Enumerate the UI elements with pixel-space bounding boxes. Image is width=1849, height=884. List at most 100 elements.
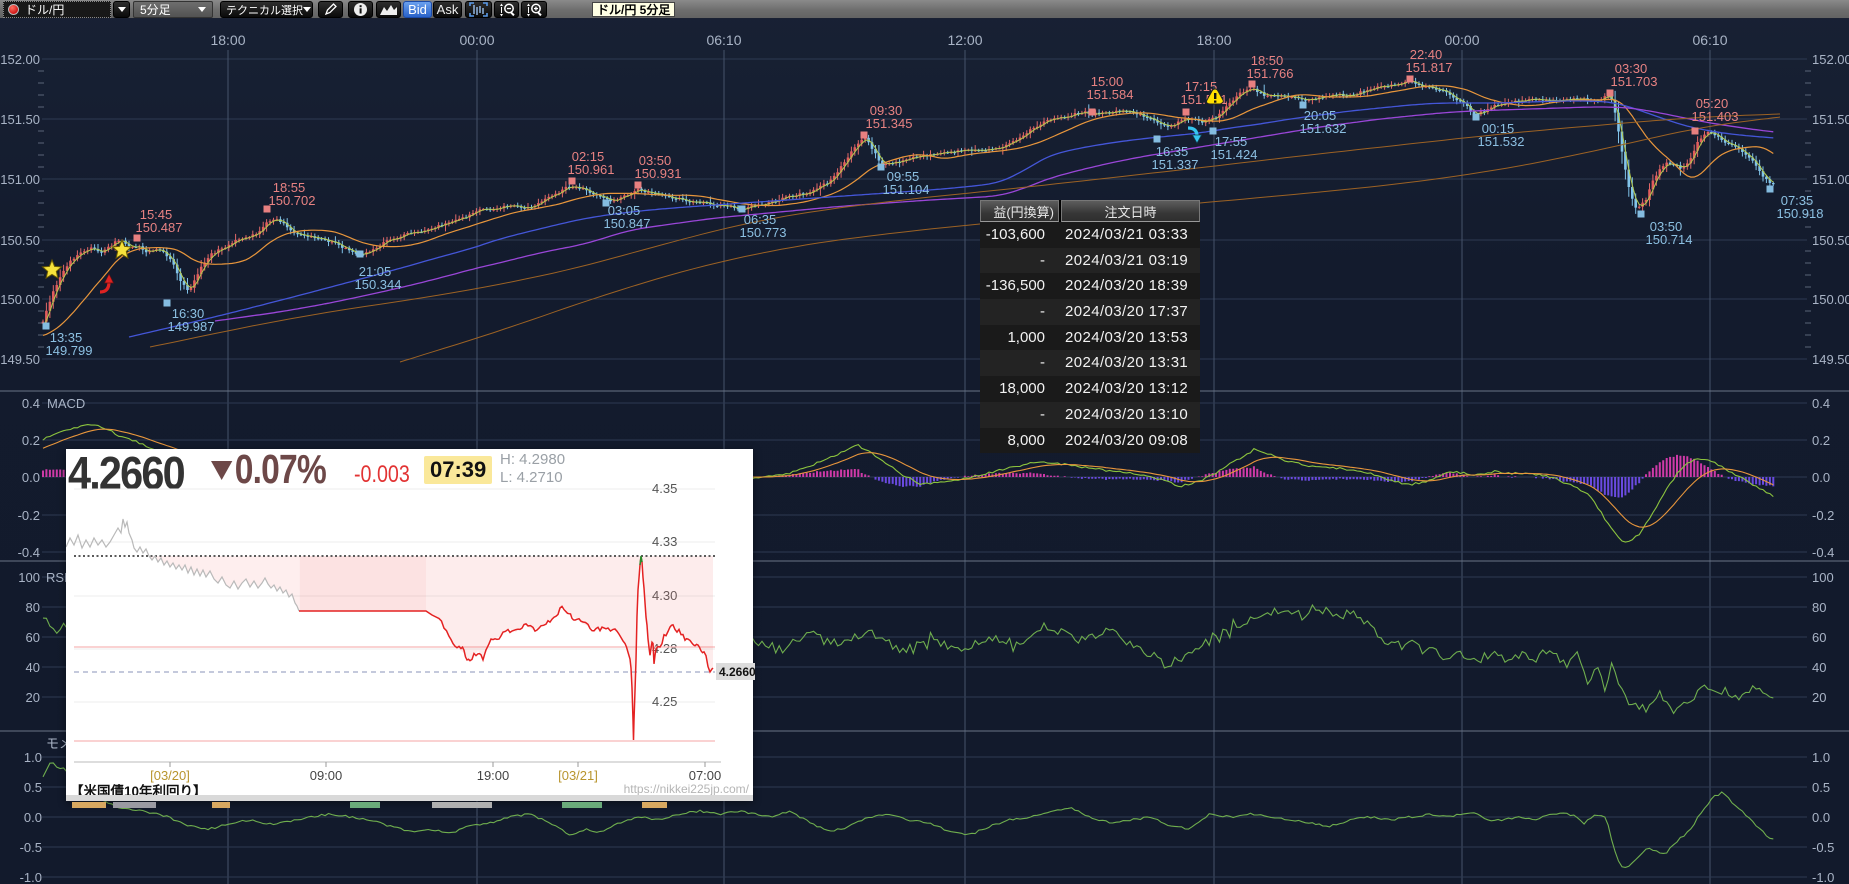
svg-text:-1.0: -1.0 <box>20 870 42 884</box>
svg-text:09:55: 09:55 <box>887 169 920 184</box>
svg-text:0.0: 0.0 <box>24 810 42 825</box>
svg-text:4.25: 4.25 <box>652 694 677 709</box>
svg-text:152.00: 152.00 <box>0 52 40 67</box>
svg-text:151.632: 151.632 <box>1300 121 1347 136</box>
svg-text:-0.2: -0.2 <box>1812 508 1834 523</box>
svg-text:06:10: 06:10 <box>706 32 741 48</box>
svg-text:1.0: 1.0 <box>1812 750 1830 765</box>
svg-text:16:35: 16:35 <box>1156 144 1189 159</box>
svg-text:150.847: 150.847 <box>604 216 651 231</box>
svg-text:80: 80 <box>26 600 40 615</box>
svg-text:151.703: 151.703 <box>1611 74 1658 89</box>
svg-text:151.403: 151.403 <box>1692 109 1739 124</box>
svg-text:00:15: 00:15 <box>1482 121 1515 136</box>
svg-text:150.50: 150.50 <box>1812 233 1849 248</box>
svg-text:05:20: 05:20 <box>1696 96 1729 111</box>
svg-text:16:30: 16:30 <box>172 306 205 321</box>
svg-text:150.931: 150.931 <box>635 166 682 181</box>
svg-text:150.961: 150.961 <box>568 162 615 177</box>
svg-text:152.00: 152.00 <box>1812 52 1849 67</box>
svg-text:150.918: 150.918 <box>1777 206 1824 221</box>
svg-text:02:15: 02:15 <box>572 149 605 164</box>
svg-text:03:30: 03:30 <box>1615 61 1648 76</box>
svg-text:151.584: 151.584 <box>1087 87 1134 102</box>
svg-text:149.799: 149.799 <box>46 343 93 358</box>
svg-text:13:35: 13:35 <box>50 330 83 345</box>
svg-text:15:45: 15:45 <box>140 207 173 222</box>
svg-text:18:00: 18:00 <box>1196 32 1231 48</box>
svg-text:00:00: 00:00 <box>459 32 494 48</box>
svg-text:22:40: 22:40 <box>1410 47 1443 62</box>
svg-text:07:00: 07:00 <box>689 768 722 783</box>
svg-text:18:55: 18:55 <box>273 180 306 195</box>
svg-text:0.4: 0.4 <box>1812 396 1830 411</box>
svg-text:150.487: 150.487 <box>136 220 183 235</box>
svg-text:-0.5: -0.5 <box>1812 840 1834 855</box>
svg-text:150.344: 150.344 <box>355 277 402 292</box>
svg-text:-0.5: -0.5 <box>20 840 42 855</box>
svg-text:-1.0: -1.0 <box>1812 870 1834 884</box>
svg-text:150.50: 150.50 <box>0 233 40 248</box>
svg-text:4.33: 4.33 <box>652 534 677 549</box>
svg-text:150.773: 150.773 <box>740 225 787 240</box>
svg-text:MACD: MACD <box>47 396 85 411</box>
svg-text:100: 100 <box>18 570 40 585</box>
svg-text:149.987: 149.987 <box>168 319 215 334</box>
svg-text:151.00: 151.00 <box>1812 172 1849 187</box>
svg-text:40: 40 <box>26 660 40 675</box>
svg-text:60: 60 <box>26 630 40 645</box>
svg-text:151.817: 151.817 <box>1406 60 1453 75</box>
svg-text:4.35: 4.35 <box>652 481 677 496</box>
svg-text:18:00: 18:00 <box>210 32 245 48</box>
svg-text:19:00: 19:00 <box>477 768 510 783</box>
svg-text:0.5: 0.5 <box>24 780 42 795</box>
svg-text:151.104: 151.104 <box>883 182 930 197</box>
svg-text:150.702: 150.702 <box>269 193 316 208</box>
svg-text:4.2660: 4.2660 <box>719 665 755 679</box>
svg-text:150.00: 150.00 <box>0 292 40 307</box>
svg-text:151.50: 151.50 <box>1812 112 1849 127</box>
svg-text:149.50: 149.50 <box>1812 352 1849 367</box>
svg-text:0.2: 0.2 <box>22 433 40 448</box>
svg-text:21:05: 21:05 <box>359 264 392 279</box>
svg-text:151.00: 151.00 <box>0 172 40 187</box>
svg-text:-0.2: -0.2 <box>18 508 40 523</box>
svg-text:03:50: 03:50 <box>1650 219 1683 234</box>
svg-text:60: 60 <box>1812 630 1826 645</box>
svg-text:0.2: 0.2 <box>1812 433 1830 448</box>
svg-text:4.28: 4.28 <box>652 641 677 656</box>
svg-text:151.424: 151.424 <box>1211 147 1258 162</box>
svg-text:[03/21]: [03/21] <box>558 768 598 783</box>
svg-text:151.345: 151.345 <box>866 116 913 131</box>
svg-text:-0.4: -0.4 <box>18 545 40 560</box>
svg-text:06:10: 06:10 <box>1692 32 1727 48</box>
svg-text:20: 20 <box>26 690 40 705</box>
svg-text:07:35: 07:35 <box>1781 193 1814 208</box>
svg-text:06:35: 06:35 <box>744 212 777 227</box>
svg-text:0.4: 0.4 <box>22 396 40 411</box>
svg-text:80: 80 <box>1812 600 1826 615</box>
svg-text:0.5: 0.5 <box>1812 780 1830 795</box>
svg-text:15:00: 15:00 <box>1091 74 1124 89</box>
svg-text:0.0: 0.0 <box>22 470 40 485</box>
svg-text:03:05: 03:05 <box>608 203 641 218</box>
svg-text:100: 100 <box>1812 570 1834 585</box>
svg-text:09:00: 09:00 <box>310 768 343 783</box>
svg-text:0.0: 0.0 <box>1812 810 1830 825</box>
svg-text:00:00: 00:00 <box>1444 32 1479 48</box>
svg-text:150.714: 150.714 <box>1646 232 1693 247</box>
svg-text:17:55: 17:55 <box>1215 134 1248 149</box>
svg-text:151.337: 151.337 <box>1152 157 1199 172</box>
svg-text:4.30: 4.30 <box>652 588 677 603</box>
svg-text:12:00: 12:00 <box>947 32 982 48</box>
svg-text:RSI: RSI <box>46 570 68 585</box>
svg-text:1.0: 1.0 <box>24 750 42 765</box>
svg-text:0.0: 0.0 <box>1812 470 1830 485</box>
svg-text:151.532: 151.532 <box>1478 134 1525 149</box>
svg-text:-0.4: -0.4 <box>1812 545 1834 560</box>
svg-text:151.50: 151.50 <box>0 112 40 127</box>
svg-text:149.50: 149.50 <box>0 352 40 367</box>
svg-text:150.00: 150.00 <box>1812 292 1849 307</box>
svg-text:[03/20]: [03/20] <box>150 768 190 783</box>
svg-text:151.766: 151.766 <box>1247 66 1294 81</box>
